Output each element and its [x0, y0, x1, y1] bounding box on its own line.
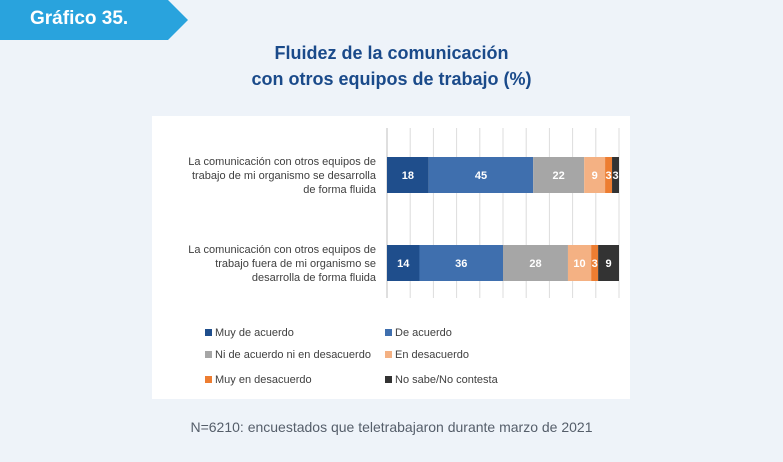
bar-segment — [428, 157, 534, 193]
data-label: 9 — [592, 170, 598, 182]
sample-note: N=6210: encuestados que teletrabajaron d… — [190, 419, 593, 435]
legend-label: Muy de acuerdo — [215, 327, 294, 339]
legend-label: De acuerdo — [395, 327, 452, 339]
bar-segment — [419, 245, 503, 281]
data-label: 10 — [573, 258, 585, 270]
bar-segment — [387, 245, 420, 281]
bar-segment — [598, 245, 619, 281]
category-label: trabajo fuera de mi organismo se — [215, 258, 376, 270]
bar-segment — [584, 157, 606, 193]
legend-swatch — [205, 329, 212, 336]
data-label: 28 — [529, 258, 541, 270]
category-label: desarrolla de forma fluida — [252, 272, 377, 284]
category-label: La comunicación con otros equipos de — [188, 244, 376, 256]
data-label: 9 — [605, 258, 611, 270]
bar-segment — [567, 245, 592, 281]
badge-shape — [0, 0, 188, 40]
bar-segment — [387, 157, 429, 193]
legend-swatch — [385, 329, 392, 336]
data-label: 36 — [455, 258, 467, 270]
legend-label: En desacuerdo — [395, 349, 469, 361]
data-label: 3 — [592, 258, 598, 270]
chart-panel: La comunicación con otros equipos de trab… — [152, 116, 630, 399]
legend-swatch — [205, 376, 212, 383]
legend-label: Muy en desacuerdo — [215, 374, 312, 386]
data-label: 18 — [402, 170, 414, 182]
legend-swatch — [205, 351, 212, 358]
legend-label: No sabe/No contesta — [395, 374, 499, 386]
chart-number-badge: Gráfico 35. — [0, 0, 188, 40]
category-label: de forma fluida — [303, 184, 377, 196]
legend-swatch — [385, 351, 392, 358]
badge-label: Gráfico 35. — [30, 8, 129, 29]
chart-title-line-2: con otros equipos de trabajo (%) — [251, 69, 532, 89]
bar-segment — [605, 157, 613, 193]
category-label: La comunicación con otros equipos de — [188, 156, 376, 168]
category-label: trabajo de mi organismo se desarrolla — [192, 170, 377, 182]
bar-segment — [503, 245, 568, 281]
data-label: 22 — [553, 170, 565, 182]
legend-swatch — [385, 376, 392, 383]
stacked-bar-chart: La comunicación con otros equipos de trab… — [188, 128, 620, 386]
bar-segment — [533, 157, 585, 193]
bar-segment — [612, 157, 619, 193]
legend-label: Ni de acuerdo ni en desacuerdo — [215, 349, 371, 361]
data-label: 14 — [397, 258, 410, 270]
data-label: 3 — [612, 170, 618, 182]
data-label: 3 — [605, 170, 611, 182]
chart-title-line-1: Fluidez de la comunicación — [274, 43, 509, 63]
bar-segment — [591, 245, 599, 281]
data-label: 45 — [475, 170, 487, 182]
